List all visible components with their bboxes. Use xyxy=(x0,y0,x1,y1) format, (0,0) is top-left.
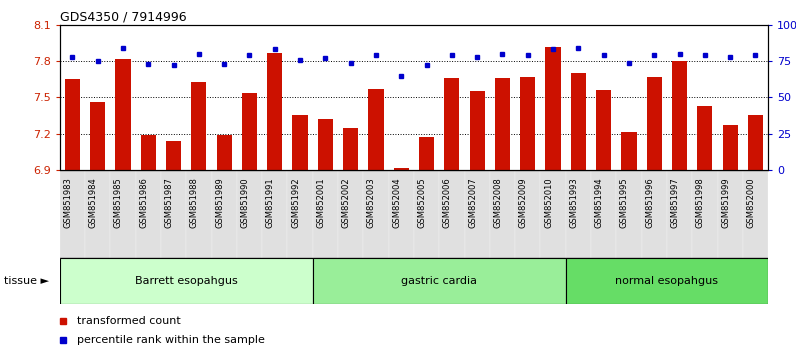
Text: GSM851987: GSM851987 xyxy=(165,177,174,228)
Bar xyxy=(667,170,693,258)
Text: GSM852001: GSM852001 xyxy=(316,177,326,228)
Bar xyxy=(267,53,283,170)
Text: GSM852008: GSM852008 xyxy=(494,177,502,228)
Bar xyxy=(141,135,156,170)
Text: GSM851990: GSM851990 xyxy=(240,177,249,228)
Bar xyxy=(161,170,186,258)
Bar xyxy=(646,77,661,170)
Bar xyxy=(318,119,333,170)
Text: GSM851999: GSM851999 xyxy=(721,177,730,228)
Bar xyxy=(292,115,307,170)
Text: GSM851992: GSM851992 xyxy=(291,177,300,228)
Bar xyxy=(571,73,586,170)
Text: GSM852010: GSM852010 xyxy=(544,177,553,228)
Bar xyxy=(111,170,135,258)
Bar xyxy=(545,46,560,170)
Bar xyxy=(540,170,566,258)
Bar xyxy=(566,170,591,258)
Text: GSM852002: GSM852002 xyxy=(341,177,351,228)
Text: transformed count: transformed count xyxy=(77,316,181,326)
Bar xyxy=(515,170,540,258)
Bar xyxy=(313,170,338,258)
Bar xyxy=(642,170,667,258)
Bar xyxy=(717,170,743,258)
Bar xyxy=(622,132,637,170)
Text: Barrett esopahgus: Barrett esopahgus xyxy=(135,276,237,286)
Bar xyxy=(135,170,161,258)
Bar xyxy=(693,170,717,258)
Text: GSM852009: GSM852009 xyxy=(519,177,528,228)
Text: GDS4350 / 7914996: GDS4350 / 7914996 xyxy=(60,11,186,24)
Text: GSM852005: GSM852005 xyxy=(418,177,427,228)
Bar xyxy=(287,170,313,258)
Text: GSM852000: GSM852000 xyxy=(747,177,755,228)
Bar xyxy=(343,127,358,170)
Bar xyxy=(236,170,262,258)
Bar xyxy=(591,170,616,258)
Bar xyxy=(191,82,206,170)
Bar xyxy=(470,91,485,170)
Bar xyxy=(414,170,439,258)
Text: gastric cardia: gastric cardia xyxy=(401,276,478,286)
Text: GSM852007: GSM852007 xyxy=(468,177,477,228)
Bar xyxy=(166,141,181,170)
Text: percentile rank within the sample: percentile rank within the sample xyxy=(77,335,265,345)
Bar xyxy=(723,125,738,170)
Text: GSM851985: GSM851985 xyxy=(114,177,123,228)
Text: GSM851994: GSM851994 xyxy=(595,177,603,228)
Bar xyxy=(369,89,384,170)
Bar xyxy=(242,92,257,170)
Text: GSM851997: GSM851997 xyxy=(670,177,680,228)
Text: GSM852004: GSM852004 xyxy=(392,177,401,228)
Bar xyxy=(394,167,409,170)
Bar xyxy=(743,170,768,258)
Bar xyxy=(444,78,459,170)
Text: normal esopahgus: normal esopahgus xyxy=(615,276,719,286)
Bar xyxy=(616,170,642,258)
Bar xyxy=(338,170,363,258)
Text: GSM851989: GSM851989 xyxy=(215,177,224,228)
Bar xyxy=(115,59,131,170)
Bar xyxy=(60,170,85,258)
Bar xyxy=(64,79,80,170)
Bar xyxy=(186,170,212,258)
Bar xyxy=(566,258,768,304)
Bar xyxy=(419,137,434,170)
Bar xyxy=(388,170,414,258)
Text: GSM851988: GSM851988 xyxy=(190,177,199,228)
Bar xyxy=(748,115,763,170)
Bar xyxy=(217,135,232,170)
Bar xyxy=(85,170,111,258)
Text: GSM851998: GSM851998 xyxy=(696,177,705,228)
Text: tissue ►: tissue ► xyxy=(4,276,49,286)
Bar xyxy=(520,77,536,170)
Bar xyxy=(313,258,566,304)
Bar xyxy=(490,170,515,258)
Bar xyxy=(212,170,237,258)
Text: GSM852003: GSM852003 xyxy=(367,177,376,228)
Text: GSM851984: GSM851984 xyxy=(88,177,98,228)
Text: GSM852006: GSM852006 xyxy=(443,177,452,228)
Bar xyxy=(262,170,287,258)
Bar xyxy=(672,61,687,170)
Text: GSM851993: GSM851993 xyxy=(569,177,579,228)
Bar xyxy=(495,78,510,170)
Bar xyxy=(596,90,611,170)
Bar xyxy=(60,258,313,304)
Bar xyxy=(697,106,712,170)
Bar xyxy=(363,170,388,258)
Bar xyxy=(90,102,105,170)
Text: GSM851995: GSM851995 xyxy=(620,177,629,228)
Text: GSM851986: GSM851986 xyxy=(139,177,148,228)
Text: GSM851991: GSM851991 xyxy=(266,177,275,228)
Bar xyxy=(465,170,490,258)
Text: GSM851983: GSM851983 xyxy=(64,177,72,228)
Bar xyxy=(439,170,465,258)
Text: GSM851996: GSM851996 xyxy=(646,177,654,228)
